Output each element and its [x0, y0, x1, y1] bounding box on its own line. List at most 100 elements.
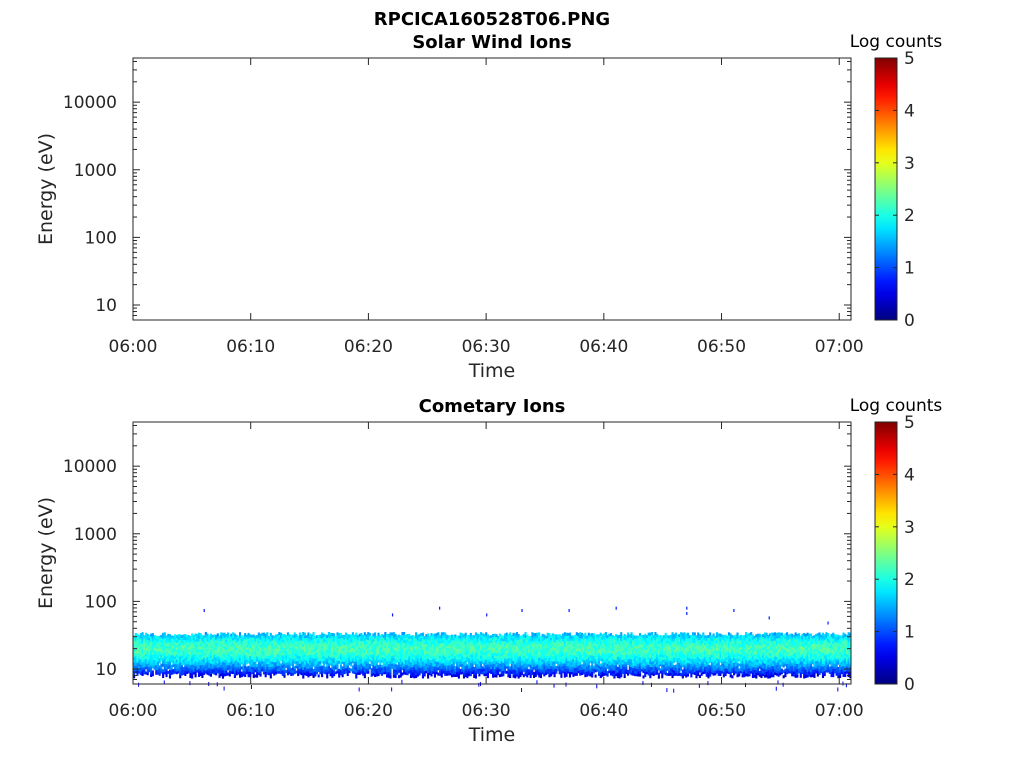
spectrogram-cell [500, 660, 503, 664]
spectrogram-cell [563, 646, 566, 650]
spectrogram-cell [517, 658, 520, 662]
spectrogram-cell [141, 645, 144, 649]
spectrogram-cell [594, 674, 597, 678]
spectrogram-cell [379, 664, 382, 668]
spectrogram-cell [411, 648, 414, 652]
spectrogram-cell [139, 656, 142, 660]
spectrogram-cell [206, 669, 209, 673]
spectrogram-cell [609, 661, 613, 665]
spectrogram-cell [392, 663, 395, 667]
spectrogram-cell [228, 637, 231, 641]
spectrogram-cell [413, 638, 416, 642]
spectrogram-cell [572, 643, 575, 647]
spectrogram-cell [500, 643, 503, 646]
spectrogram-cell [254, 656, 257, 660]
spectrogram-cell [156, 666, 160, 670]
spectrogram-cell [191, 667, 194, 671]
spectrogram-cell [584, 638, 587, 642]
spectrogram-cell [153, 642, 156, 646]
spectrogram-cell [211, 642, 214, 645]
spectrogram-cell [471, 666, 474, 670]
spectrogram-cell [269, 666, 272, 670]
spectrogram-cell [404, 642, 407, 646]
spectrogram-cell [293, 642, 296, 646]
spectrogram-cell [235, 647, 238, 651]
spectrogram-cell [469, 641, 472, 645]
spectrogram-cell [447, 635, 450, 639]
spectrogram-cell [362, 640, 365, 643]
spectrogram-cell [227, 672, 230, 676]
spectrogram-cell [447, 647, 450, 651]
spectrogram-cell [175, 656, 178, 660]
spectrogram-cell [659, 649, 662, 653]
spectrogram-cell [538, 651, 541, 656]
spectrogram-cell [384, 666, 387, 670]
spectrogram-cell [562, 640, 565, 644]
spectrogram-cell [254, 651, 257, 655]
spectrogram-cell [244, 638, 247, 642]
spectrogram-cell [225, 672, 228, 676]
spectrogram-cell [235, 642, 238, 646]
spectrogram-cell [262, 640, 266, 644]
spectrogram-cell [538, 663, 541, 667]
spectrogram-cell [344, 667, 348, 671]
spectrogram-cell [509, 674, 512, 679]
spectrogram-cell [613, 672, 616, 676]
spectrogram-cell [420, 645, 423, 649]
spectrogram-cell [172, 640, 175, 644]
spectrogram-cell [162, 660, 165, 665]
spectrogram-cell [468, 650, 471, 654]
spectrogram-cell [156, 643, 160, 647]
spectrogram-cell [556, 639, 560, 643]
spectrogram-cell [445, 634, 448, 638]
spectrogram-cell [466, 659, 469, 663]
spectrogram-cell [534, 635, 537, 639]
spectrogram-cell [656, 664, 659, 668]
spectrogram-cell [620, 654, 623, 658]
spectrogram-cell [620, 648, 623, 653]
spectrogram-cell [514, 672, 517, 676]
spectrogram-cell [647, 661, 650, 665]
spectrogram-cell [529, 656, 532, 660]
spectrogram-cell [481, 651, 484, 655]
spectrogram-cell [379, 654, 382, 658]
spectrogram-cell [560, 645, 563, 649]
spectrogram-cell [218, 635, 221, 639]
spectrogram-cell [182, 654, 185, 658]
spectrogram-cell [591, 674, 594, 678]
spectrogram-cell [360, 655, 363, 659]
spectrogram-cell [189, 681, 191, 686]
spectrogram-cell [387, 669, 390, 673]
spectrogram-cell [144, 645, 148, 649]
spectrogram-cell [495, 647, 498, 651]
spectrogram-cell [168, 661, 172, 665]
spectrogram-cell [134, 632, 137, 636]
spectrogram-cell [647, 651, 650, 655]
spectrogram-cell [319, 660, 322, 664]
spectrogram-cell [545, 672, 548, 675]
spectrogram-cell [247, 635, 250, 639]
spectrogram-cell [645, 635, 648, 639]
spectrogram-cell [209, 636, 213, 640]
spectrogram-cell [527, 655, 531, 659]
spectrogram-cell [194, 641, 197, 645]
spectrogram-cell [302, 657, 305, 662]
spectrogram-cell [334, 671, 337, 675]
spectrogram-cell [615, 662, 618, 666]
spectrogram-cell [172, 642, 175, 646]
spectrogram-cell [155, 652, 158, 656]
spectrogram-cell [488, 658, 491, 662]
spectrogram-cell [290, 673, 293, 676]
spectrogram-cell [285, 662, 288, 666]
spectrogram-cell [271, 651, 274, 655]
spectrogram-cell [490, 640, 493, 643]
spectrogram-cell [141, 662, 144, 666]
spectrogram-cell [618, 661, 621, 665]
spectrogram-cell [249, 674, 252, 678]
spectrogram-cell [597, 660, 601, 664]
spectrogram-cell [515, 632, 519, 636]
spectrogram-cell [599, 635, 602, 639]
spectrogram-cell [517, 661, 520, 665]
spectrogram-cell [594, 655, 597, 659]
spectrogram-cell [264, 666, 267, 670]
